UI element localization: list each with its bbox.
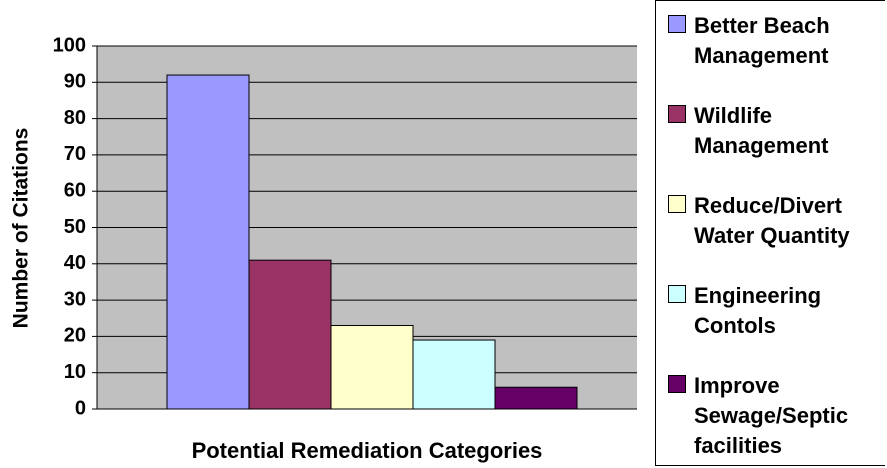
- y-tick-label: 20: [64, 325, 86, 347]
- y-tick-label: 10: [64, 361, 86, 383]
- bar: [330, 325, 414, 410]
- y-tick-label: 40: [64, 252, 86, 274]
- legend-label: Improve Sewage/Septic facilities: [694, 373, 849, 458]
- y-tick-label: 100: [53, 34, 86, 56]
- legend-entry: Better Beach Management: [668, 11, 883, 71]
- legend-label: Engineering Contols: [694, 283, 822, 338]
- legend-label: Reduce/Divert Water Quantity: [694, 193, 850, 248]
- y-tick-label: 60: [64, 179, 86, 201]
- legend: Better Beach Management Wildlife Manageme…: [655, 0, 885, 466]
- bar: [494, 386, 578, 410]
- y-tick-label: 90: [64, 71, 86, 93]
- legend-label: Wildlife Management: [694, 103, 829, 158]
- legend-entry: Engineering Contols: [668, 281, 883, 341]
- bar: [166, 74, 250, 410]
- bar: [412, 339, 496, 410]
- y-tick-label: 50: [64, 216, 86, 238]
- legend-swatch: [668, 375, 686, 393]
- y-axis-title: Number of Citations: [10, 128, 33, 329]
- legend-entry: Wildlife Management: [668, 101, 883, 161]
- legend-swatch: [668, 195, 686, 213]
- legend-label: Better Beach Management: [694, 13, 830, 68]
- y-tick-label: 70: [64, 143, 86, 165]
- legend-swatch: [668, 285, 686, 303]
- legend-entry: Improve Sewage/Septic facilities: [668, 371, 883, 461]
- bar: [248, 259, 332, 410]
- legend-swatch: [668, 105, 686, 123]
- y-tick-label: 30: [64, 288, 86, 310]
- y-tick-label: 0: [75, 397, 86, 419]
- legend-entry: Reduce/Divert Water Quantity: [668, 191, 883, 251]
- y-tick-label: 80: [64, 107, 86, 129]
- x-axis-title: Potential Remediation Categories: [192, 438, 543, 463]
- legend-swatch: [668, 15, 686, 33]
